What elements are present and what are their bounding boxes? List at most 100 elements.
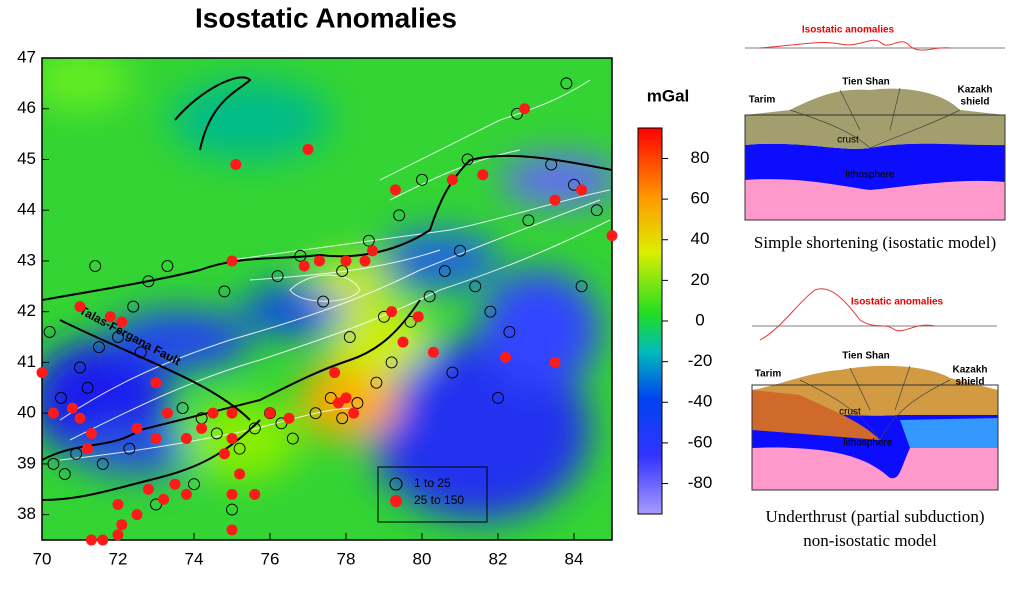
event — [370, 376, 383, 389]
event — [226, 524, 238, 536]
map-title: Isostatic Anomalies — [195, 2, 457, 33]
event — [329, 367, 341, 379]
region-label: shield — [961, 97, 990, 108]
caption: Underthrust (partial subduction) — [765, 507, 984, 526]
caption: non-isostatic model — [803, 531, 937, 550]
event — [66, 402, 78, 414]
event — [74, 412, 86, 424]
event — [249, 488, 261, 500]
event — [142, 483, 154, 495]
event — [336, 265, 349, 278]
y-tick-label: 44 — [17, 200, 36, 219]
layer-label: lithosphere — [844, 438, 893, 449]
event — [446, 366, 459, 379]
event — [74, 361, 86, 374]
x-tick-label: 72 — [109, 549, 128, 568]
event — [362, 234, 375, 247]
event — [549, 356, 561, 368]
event — [397, 336, 409, 348]
event — [89, 260, 102, 272]
event — [367, 245, 379, 257]
event — [112, 331, 124, 344]
y-tick-label: 40 — [17, 403, 36, 422]
event — [82, 443, 94, 455]
event — [85, 427, 97, 439]
colorbar — [637, 127, 663, 515]
event — [446, 174, 458, 186]
event — [230, 159, 242, 171]
event — [340, 255, 352, 267]
curve-title: Isostatic anomalies — [802, 25, 895, 36]
event — [104, 311, 116, 323]
legend-label: 1 to 25 — [414, 476, 451, 490]
event — [503, 326, 516, 338]
event — [36, 367, 48, 379]
colorbar-tick-label: -80 — [688, 473, 713, 492]
event — [123, 442, 136, 455]
event — [226, 488, 238, 500]
event — [386, 306, 398, 318]
event — [150, 433, 162, 445]
event — [317, 295, 330, 308]
event — [359, 255, 371, 267]
colorbar-tick-label: -40 — [688, 392, 713, 411]
colorbar-tick-label: -20 — [688, 351, 713, 370]
event — [55, 391, 67, 404]
event — [233, 442, 246, 455]
event — [74, 301, 86, 313]
event — [271, 270, 284, 283]
axes: 70 72 74 76 78 80 82 84 38 39 40 41 42 43 44 45 46 47 — [17, 47, 583, 568]
event — [234, 468, 246, 480]
event — [70, 447, 83, 460]
event — [283, 412, 295, 424]
event — [438, 265, 451, 278]
region-label: Tien Shan — [842, 77, 890, 88]
y-tick-label: 38 — [17, 504, 36, 523]
event — [134, 346, 147, 359]
event — [469, 280, 482, 293]
event — [112, 529, 124, 541]
event — [454, 244, 466, 257]
region-label: Tien Shan — [842, 351, 890, 362]
event — [85, 534, 97, 546]
colorbar-tick-label: 80 — [691, 148, 710, 167]
region-label: Tarim — [749, 95, 776, 106]
x-tick-label: 80 — [413, 549, 432, 568]
region-label: Kazakh — [957, 85, 992, 96]
event — [385, 356, 398, 369]
event — [298, 260, 310, 272]
plot-frame — [41, 57, 613, 541]
event — [161, 407, 173, 419]
x-tick-label: 76 — [261, 549, 280, 568]
event — [336, 412, 349, 425]
event — [96, 457, 109, 470]
region-label: shield — [956, 377, 985, 388]
model-diagram: Isostatic anomalies Tarim Tien Shan Kaza… — [751, 288, 999, 550]
event — [560, 77, 573, 90]
event — [43, 326, 56, 338]
event — [158, 493, 170, 505]
event — [264, 407, 276, 419]
colorbar-tick-label: 0 — [695, 310, 704, 329]
event — [522, 214, 535, 227]
event — [302, 143, 314, 155]
legend-label: 25 to 150 — [414, 493, 464, 507]
event — [93, 341, 105, 354]
layer-label: lithosphere — [846, 170, 895, 181]
event — [412, 311, 424, 323]
colorbar-ticks: -80 -60 -40 -20 0 20 40 60 80 — [662, 148, 712, 492]
event — [226, 255, 238, 267]
event — [427, 346, 439, 358]
colorbar-tick-label: -60 — [688, 432, 713, 451]
legend-box — [377, 466, 488, 523]
event — [575, 280, 588, 293]
region-label: Kazakh — [952, 365, 987, 376]
event — [131, 422, 143, 434]
event — [226, 433, 238, 445]
y-tick-label: 47 — [17, 47, 36, 66]
event — [210, 427, 223, 440]
event — [131, 509, 143, 521]
colorbar-tick-label: 20 — [691, 270, 710, 289]
